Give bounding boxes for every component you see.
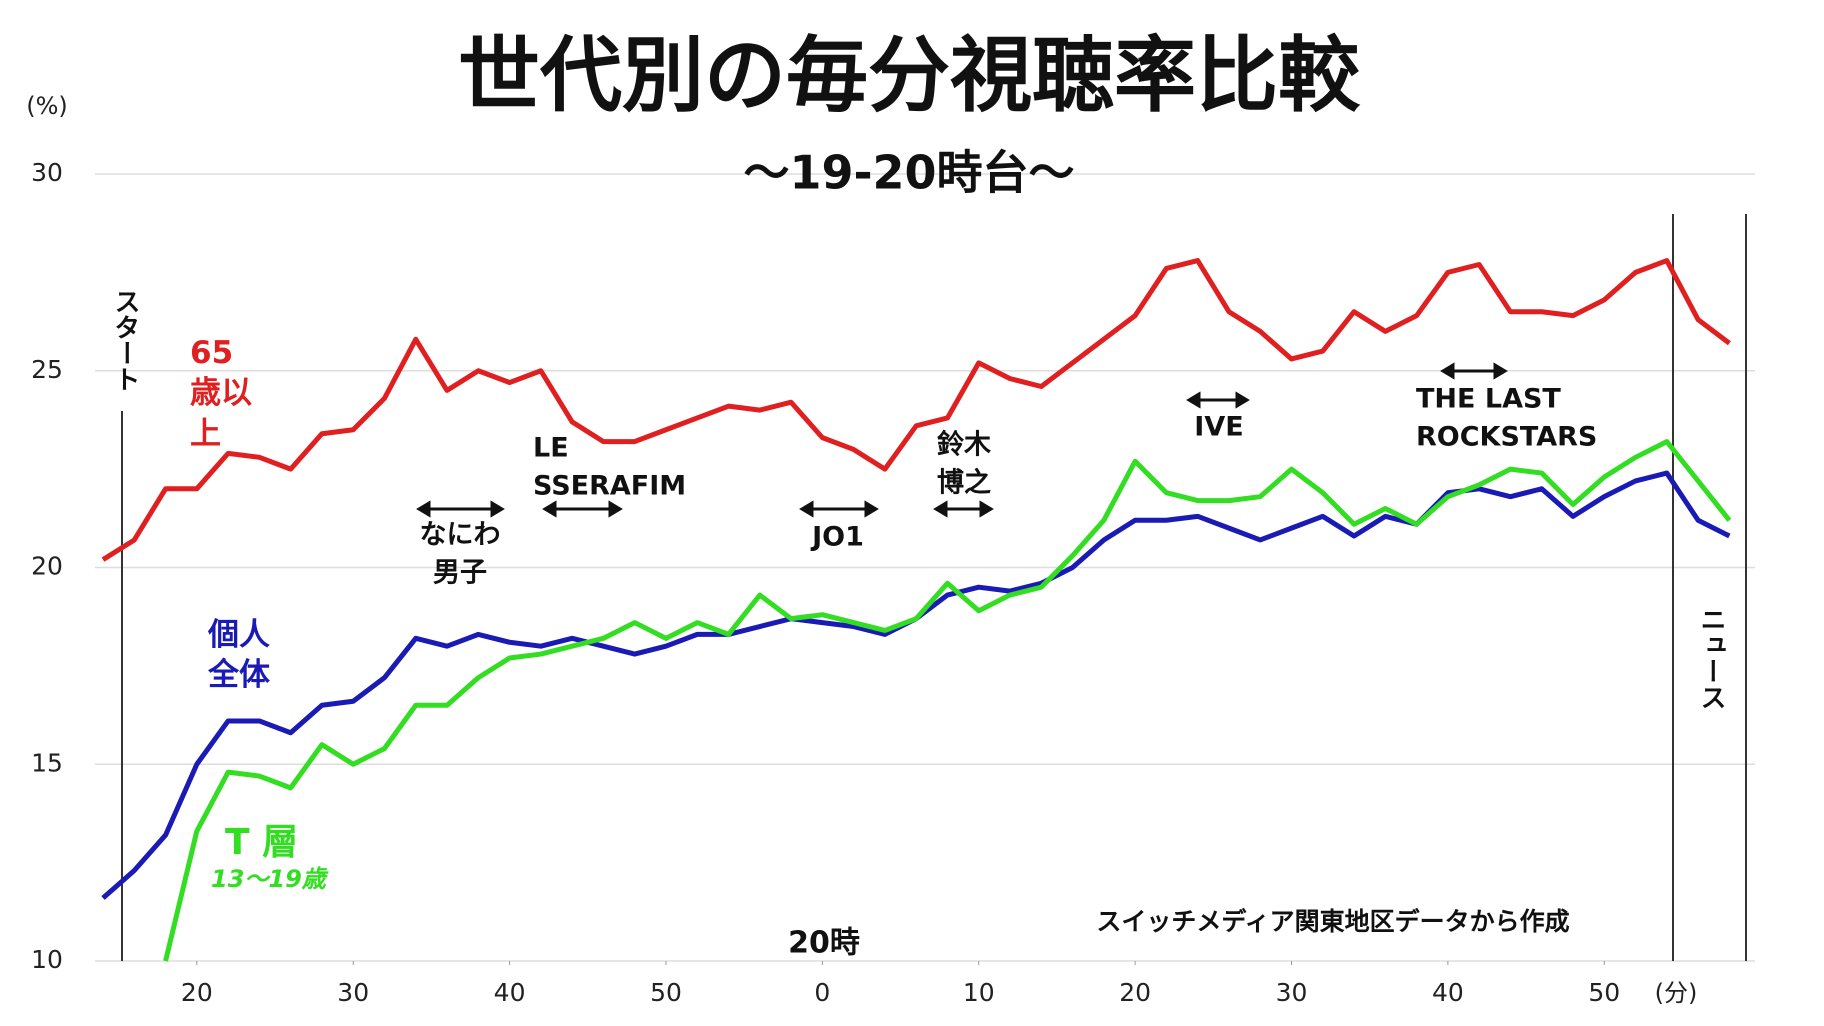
- program-label: 男子: [433, 558, 487, 589]
- program-label: 博之: [937, 467, 991, 499]
- program-label: 鈴木: [937, 429, 991, 461]
- y-unit: (%): [26, 92, 68, 120]
- start-label: スタート: [110, 288, 140, 392]
- x-tick-label: 0: [814, 978, 830, 1007]
- source: スイッチメディア関東地区データから作成: [1096, 907, 1569, 936]
- x-tick-label: 30: [337, 978, 369, 1007]
- x-unit: (分): [1655, 979, 1698, 1007]
- y-tick-label: 10: [31, 945, 63, 974]
- series-line: [101, 470, 1731, 900]
- program-arrows: [416, 362, 1508, 518]
- x-tick-label: 40: [494, 978, 526, 1007]
- series-label: 個人全体: [208, 617, 270, 694]
- x-tick-label: 20: [181, 978, 213, 1007]
- series-line: [163, 439, 1732, 962]
- y-tick-label: 15: [31, 748, 63, 777]
- y-tick-label: 30: [31, 158, 63, 187]
- program-label: ROCKSTARS: [1416, 422, 1597, 453]
- x-tick-label: 40: [1432, 978, 1464, 1007]
- chart-title: 世代別の毎分視聴率比較: [458, 28, 1361, 123]
- x-tick-label: 10: [963, 978, 995, 1007]
- x-tick-label: 50: [1588, 978, 1620, 1007]
- chart-subtitle: ～19-20時台～: [743, 146, 1074, 200]
- program-label: LE: [533, 433, 569, 464]
- series-label: T 層: [225, 822, 299, 863]
- program-label: なにわ: [420, 520, 501, 551]
- program-label: JO1: [810, 522, 864, 553]
- program-label: THE LAST: [1416, 384, 1561, 415]
- program-label: SSERAFIM: [533, 471, 686, 502]
- series-label: 65歳以上: [190, 335, 252, 452]
- x-tick-label: 30: [1276, 978, 1308, 1007]
- program-label: IVE: [1194, 412, 1243, 443]
- hour-label: 20時: [788, 926, 860, 961]
- x-tick-label: 20: [1119, 978, 1151, 1007]
- series-line: [101, 258, 1731, 562]
- series-sublabel: 13～19歳: [211, 865, 326, 893]
- y-tick-label: 25: [31, 355, 63, 384]
- x-tick-label: 50: [650, 978, 682, 1007]
- news-label: ニュース: [1696, 606, 1726, 710]
- y-tick-label: 20: [31, 552, 63, 581]
